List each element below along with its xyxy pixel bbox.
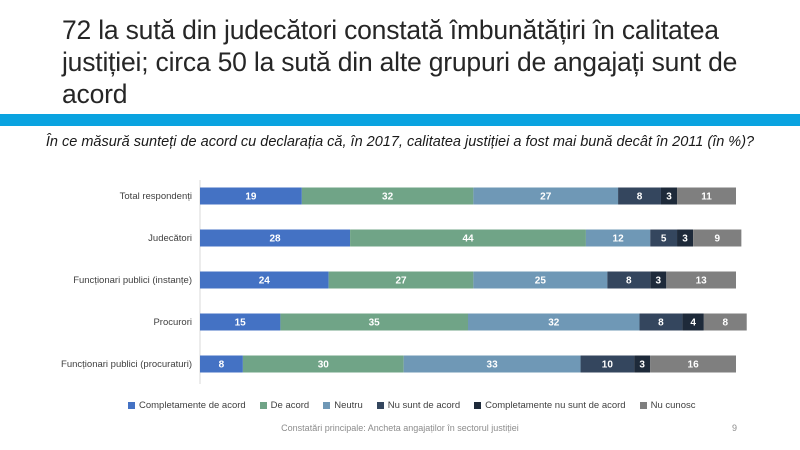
data-label: 32 — [548, 318, 560, 329]
legend-item: Nu sunt de acord — [376, 399, 461, 411]
legend-label: Completamente de acord — [139, 399, 246, 411]
data-label: 13 — [696, 276, 708, 287]
data-label: 44 — [462, 234, 474, 245]
bar-segment — [242, 355, 404, 373]
bar-segment — [350, 229, 586, 247]
legend-item: Neutru — [323, 400, 363, 411]
bar-segment — [666, 271, 736, 289]
bar-segment — [650, 271, 667, 289]
bar-segment — [200, 355, 243, 373]
data-label: 11 — [701, 192, 712, 203]
slide-title: 72 la sută din judecători constată îmbun… — [62, 15, 738, 109]
data-label: 10 — [602, 360, 614, 371]
data-label: 9 — [714, 234, 720, 245]
legend-swatch — [639, 401, 647, 409]
bar-segment — [618, 187, 661, 205]
legend-label: Completamente nu sunt de acord — [485, 399, 626, 411]
bar-segment — [301, 187, 474, 205]
footer-text: Constatări principale: Ancheta angajațil… — [281, 423, 519, 433]
data-label: 30 — [318, 360, 330, 371]
bar-segment — [200, 229, 351, 247]
data-label: 3 — [655, 276, 661, 287]
legend-item: Nu cunosc — [639, 399, 696, 411]
data-label: 24 — [259, 276, 271, 287]
data-label: 3 — [682, 234, 688, 245]
category-label: Funcționari publici (instanțe) — [73, 275, 192, 286]
accent-bar — [0, 114, 800, 126]
data-label: 28 — [269, 234, 281, 245]
category-label: Funcționari publici (procuraturi) — [61, 359, 192, 370]
bar-segment — [682, 313, 704, 331]
data-label: 19 — [245, 192, 257, 203]
bar-segment — [403, 355, 581, 373]
data-label: 8 — [722, 318, 728, 329]
bar-segment — [468, 313, 640, 331]
chart-title: În ce măsură sunteți de acord cu declara… — [45, 134, 755, 150]
legend-item: Completamente de acord — [128, 400, 246, 411]
bar-segment — [473, 271, 608, 289]
data-label: 3 — [666, 192, 672, 203]
legend-swatch — [128, 401, 135, 409]
legend-item: Completamente nu sunt de acord — [474, 399, 626, 411]
category-label: Judecători — [148, 233, 192, 244]
bar-segment — [634, 355, 651, 373]
data-label: 27 — [395, 276, 407, 287]
legend-item: De acord — [259, 399, 310, 411]
legend-swatch — [323, 401, 331, 409]
data-label: 12 — [613, 234, 625, 245]
bar-segment — [639, 313, 683, 331]
category-label: Procurori — [153, 317, 192, 328]
bar-segment — [585, 229, 651, 247]
bar-segment — [693, 229, 742, 247]
legend-swatch — [376, 401, 384, 409]
bar-segment — [200, 271, 329, 289]
legend-swatch — [259, 401, 267, 409]
data-label: 8 — [219, 360, 225, 371]
data-label: 16 — [688, 360, 700, 371]
legend-label: De acord — [270, 399, 310, 411]
category-label: Total respondenți — [120, 191, 192, 202]
bar-segment — [703, 313, 747, 331]
data-label: 32 — [382, 192, 394, 203]
bar-segment — [650, 229, 678, 247]
legend-swatch — [474, 401, 482, 409]
bar-segment — [580, 355, 635, 373]
legend-label: Nu sunt de acord — [387, 399, 461, 411]
data-label: 5 — [661, 234, 667, 245]
bar-segment — [677, 187, 736, 205]
data-label: 25 — [535, 276, 547, 287]
bar-segment — [473, 187, 619, 205]
bar-segment — [200, 187, 302, 205]
bar-segment — [328, 271, 474, 289]
data-label: 15 — [235, 318, 247, 329]
bar-segment — [677, 229, 694, 247]
data-label: 8 — [637, 192, 643, 203]
data-label: 33 — [487, 360, 499, 371]
data-label: 3 — [639, 360, 645, 371]
bar-segment — [650, 355, 736, 373]
bar-segment — [280, 313, 468, 331]
data-label: 8 — [626, 276, 632, 287]
stacked-bar-chart: Total respondenți 19 32 27 8 3 11 Judecători 28 4… — [61, 180, 747, 384]
slide-number: 9 — [732, 423, 738, 433]
data-label: 4 — [690, 318, 696, 329]
data-label: 35 — [369, 318, 381, 329]
data-label: 27 — [540, 192, 552, 203]
bar-segment — [200, 313, 281, 331]
legend-label: Nu cunosc — [650, 399, 696, 411]
bar-segment — [660, 187, 678, 205]
data-label: 8 — [658, 318, 664, 329]
chart-legend: Completamente de acord De acord Neutru Nu s… — [128, 398, 695, 412]
bar-segment — [607, 271, 651, 289]
legend-label: Neutru — [334, 399, 363, 411]
